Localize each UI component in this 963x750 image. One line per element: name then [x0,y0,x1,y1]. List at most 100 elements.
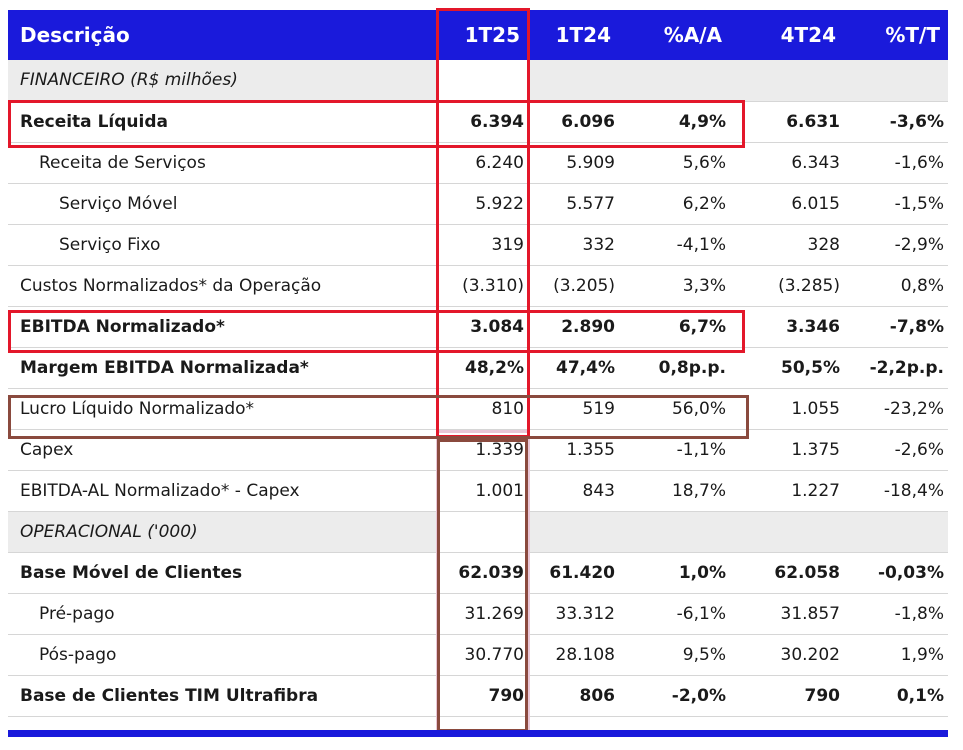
row-label: Base de Clientes TIM Ultrafibra [8,675,437,717]
row-value: 790 [437,675,528,717]
table-row: Serviço Fixo 319 332 -4,1% 328 -2,9% [8,224,948,266]
row-value: 31.269 [437,593,528,635]
row-value: -2,6% [844,429,948,471]
section-row: OPERACIONAL ('000) [8,511,948,553]
row-value: -23,2% [844,388,948,430]
section-cell [619,511,730,553]
header-aa: %A/A [619,10,730,60]
row-value: -3,6% [844,101,948,143]
table-row: EBITDA-AL Normalizado* - Capex 1.001 843 18… [8,470,948,512]
table-row: Base de Clientes TIM Ultrafibra 790 806 -2,… [8,675,948,717]
row-value: 30.202 [730,634,844,676]
section-row: FINANCEIRO (R$ milhões) [8,60,948,102]
section-cell [619,60,730,102]
row-value: 1,0% [619,552,730,594]
row-value: 6.015 [730,183,844,225]
row-value: -2,0% [619,675,730,717]
row-value: 30.770 [437,634,528,676]
row-value: 319 [437,224,528,266]
row-value: 6.394 [437,101,528,143]
row-label: Margem EBITDA Normalizada* [8,347,437,389]
table-body: FINANCEIRO (R$ milhões) Receita Líquida 6.… [8,60,948,717]
section-cell [437,60,528,102]
row-value: -18,4% [844,470,948,512]
row-label: Serviço Móvel [8,183,437,225]
row-label: EBITDA Normalizado* [8,306,437,348]
row-value: 5.909 [528,142,619,184]
table-row: Pré-pago 31.269 33.312 -6,1% 31.857 -1,8% [8,593,948,635]
row-value: 1.375 [730,429,844,471]
section-cell [528,60,619,102]
row-value: 33.312 [528,593,619,635]
row-value: 1.355 [528,429,619,471]
results-table: Descrição 1T25 1T24 %A/A 4T24 %T/T FINAN… [8,10,948,717]
row-value: 18,7% [619,470,730,512]
table-row: Capex 1.339 1.355 -1,1% 1.375 -2,6% [8,429,948,471]
table-row: Lucro Líquido Normalizado* 810 519 56,0% 1.0… [8,388,948,430]
row-value: -2,2p.p. [844,347,948,389]
table-row: EBITDA Normalizado* 3.084 2.890 6,7% 3.346 -7… [8,306,948,348]
row-value: 332 [528,224,619,266]
row-value: 6.096 [528,101,619,143]
row-value: 6.631 [730,101,844,143]
row-value: 9,5% [619,634,730,676]
row-label: Lucro Líquido Normalizado* [8,388,437,430]
row-label: Receita Líquida [8,101,437,143]
row-label: Base Móvel de Clientes [8,552,437,594]
row-value: 47,4% [528,347,619,389]
row-value: 6,2% [619,183,730,225]
row-value: 6.343 [730,142,844,184]
row-label: FINANCEIRO (R$ milhões) [8,60,437,102]
row-value: 3,3% [619,265,730,307]
section-cell [528,511,619,553]
table-row: Margem EBITDA Normalizada* 48,2% 47,4% 0,8p… [8,347,948,389]
row-value: 6,7% [619,306,730,348]
row-value: -1,8% [844,593,948,635]
row-value: -1,5% [844,183,948,225]
row-label: Pré-pago [8,593,437,635]
row-value: 3.346 [730,306,844,348]
row-label: Custos Normalizados* da Operação [8,265,437,307]
row-value: 0,8p.p. [619,347,730,389]
row-value: 806 [528,675,619,717]
row-label: Pós-pago [8,634,437,676]
header-1t24: 1T24 [528,10,619,60]
row-label: OPERACIONAL ('000) [8,511,437,553]
row-label: Serviço Fixo [8,224,437,266]
section-cell [730,60,844,102]
row-label: EBITDA-AL Normalizado* - Capex [8,470,437,512]
row-value: 1.227 [730,470,844,512]
row-label: Capex [8,429,437,471]
table-bottom-bar [8,730,948,737]
table-row: Base Móvel de Clientes 62.039 61.420 1,0% 62… [8,552,948,594]
header-4t24: 4T24 [730,10,844,60]
row-value: 2.890 [528,306,619,348]
row-value: 48,2% [437,347,528,389]
row-value: (3.205) [528,265,619,307]
row-value: (3.285) [730,265,844,307]
row-value: 790 [730,675,844,717]
row-label: Receita de Serviços [8,142,437,184]
row-value: 519 [528,388,619,430]
row-value: 0,8% [844,265,948,307]
row-value: -1,1% [619,429,730,471]
row-value: 5,6% [619,142,730,184]
row-value: 843 [528,470,619,512]
row-value: 4,9% [619,101,730,143]
table-row: Receita de Serviços 6.240 5.909 5,6% 6.343 -1… [8,142,948,184]
row-value: 810 [437,388,528,430]
row-value: 1.001 [437,470,528,512]
row-value: -0,03% [844,552,948,594]
section-cell [844,511,948,553]
row-value: -2,9% [844,224,948,266]
row-value: 56,0% [619,388,730,430]
row-value: 0,1% [844,675,948,717]
results-table-container: Descrição 1T25 1T24 %A/A 4T24 %T/T FINAN… [8,10,948,717]
section-cell [437,511,528,553]
row-value: -6,1% [619,593,730,635]
row-value: 50,5% [730,347,844,389]
row-value: 31.857 [730,593,844,635]
section-cell [730,511,844,553]
row-value: (3.310) [437,265,528,307]
row-value: 62.039 [437,552,528,594]
